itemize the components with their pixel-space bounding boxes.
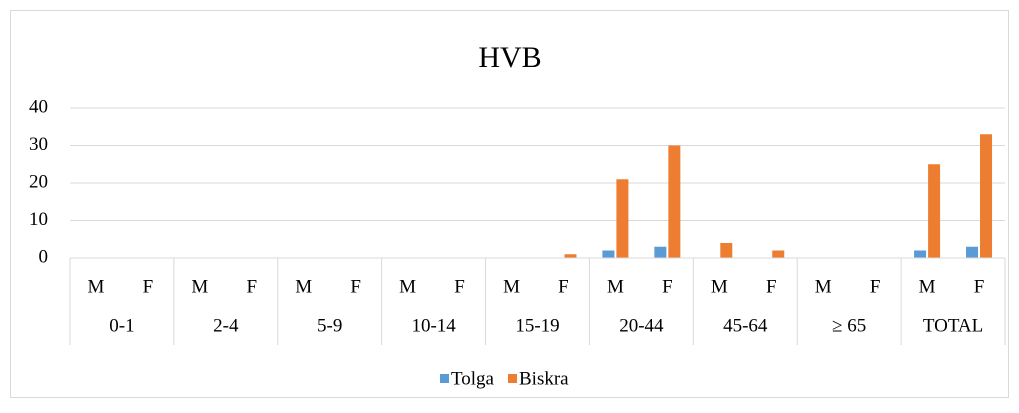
bar	[668, 145, 681, 258]
x-tick-label: M	[503, 276, 520, 297]
x-tick-label: M	[295, 276, 312, 297]
x-tick-label: M	[815, 276, 832, 297]
x-tick-label: M	[919, 276, 936, 297]
x-tick-label: F	[870, 276, 881, 297]
group-label: 45-64	[723, 315, 768, 336]
y-tick-label: 0	[39, 246, 49, 267]
group-label: 0-1	[109, 315, 134, 336]
x-tick-label: M	[711, 276, 728, 297]
y-tick-label: 40	[29, 96, 48, 117]
y-tick-label: 30	[29, 134, 48, 155]
group-label: ≥ 65	[832, 315, 866, 336]
x-tick-label: M	[88, 276, 105, 297]
x-tick-label: F	[143, 276, 154, 297]
bar	[564, 254, 577, 258]
y-tick-label: 10	[29, 209, 48, 230]
x-tick-label: F	[454, 276, 465, 297]
bar	[616, 179, 629, 258]
legend-label: Biskra	[519, 368, 569, 389]
x-tick-label: F	[350, 276, 361, 297]
legend-swatch	[508, 374, 517, 383]
x-tick-label: M	[399, 276, 416, 297]
x-tick-label: M	[191, 276, 208, 297]
legend-label: Tolga	[451, 368, 495, 389]
bar	[914, 250, 927, 258]
group-label: 15-19	[515, 315, 559, 336]
legend-swatch	[440, 374, 449, 383]
group-label: 20-44	[619, 315, 664, 336]
x-tick-label: F	[974, 276, 985, 297]
chart-title: HVB	[478, 41, 541, 74]
bar	[602, 250, 615, 258]
group-label: TOTAL	[923, 315, 983, 336]
x-tick-label: F	[662, 276, 673, 297]
bar	[980, 134, 993, 258]
x-tick-label: M	[607, 276, 624, 297]
bar	[928, 164, 941, 258]
group-label: 10-14	[411, 315, 456, 336]
bar	[720, 243, 733, 258]
y-tick-label: 20	[29, 171, 48, 192]
group-label: 5-9	[317, 315, 342, 336]
x-tick-label: F	[558, 276, 569, 297]
x-tick-label: F	[247, 276, 258, 297]
bar	[772, 250, 785, 258]
chart-border	[10, 10, 1009, 398]
bar	[654, 246, 667, 258]
group-label: 2-4	[213, 315, 239, 336]
x-tick-label: F	[766, 276, 777, 297]
bar	[966, 246, 979, 258]
